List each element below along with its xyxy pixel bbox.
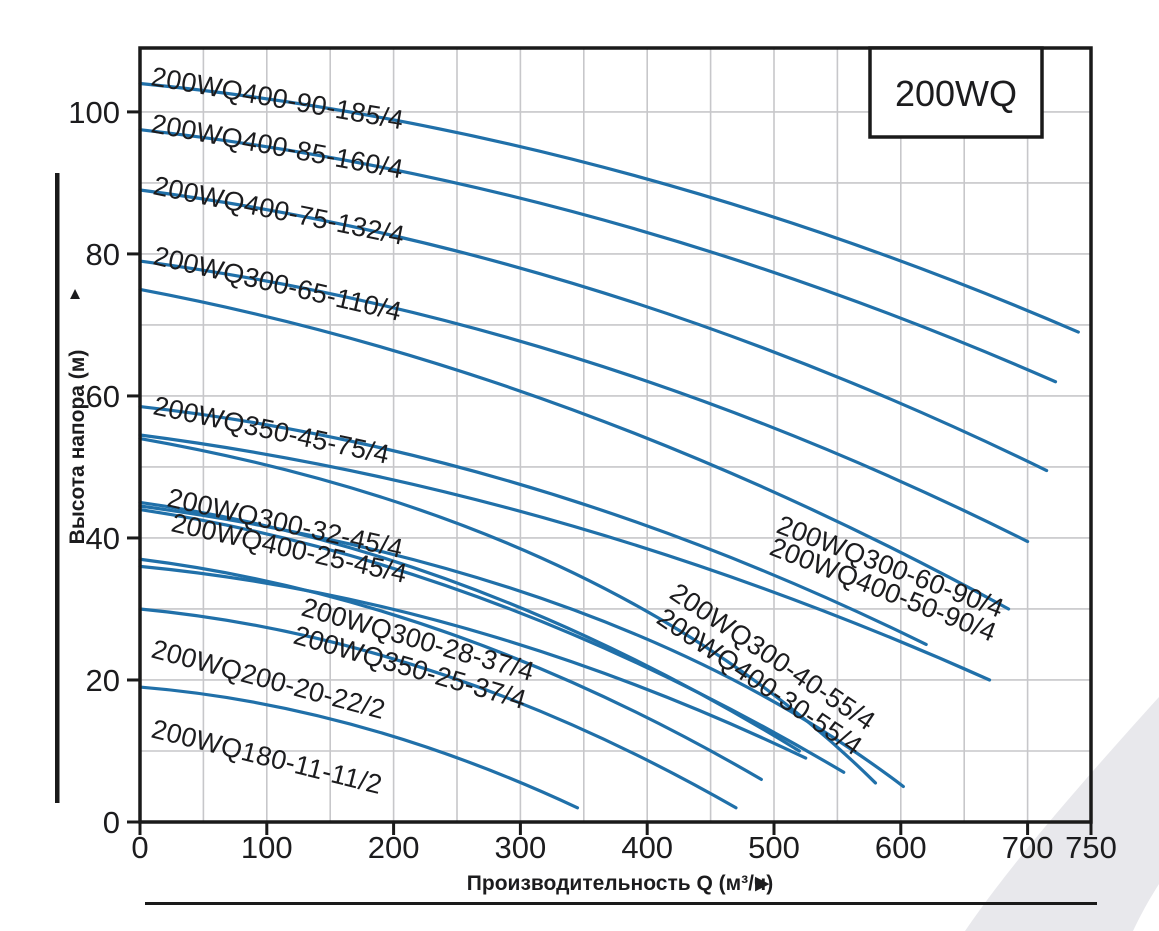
pump-curve bbox=[138, 685, 580, 810]
x-axis-title: Производительность Q (м³/ч) bbox=[467, 872, 773, 895]
x-tick-label: 100 bbox=[241, 830, 293, 865]
pump-curve bbox=[138, 188, 1049, 473]
y-axis-arrow-icon: ▲ bbox=[67, 284, 84, 303]
y-axis-title: Высота напора (м) bbox=[66, 350, 89, 545]
x-tick-label: 200 bbox=[368, 830, 420, 865]
legend-box bbox=[868, 46, 1044, 139]
x-axis-arrow-icon: ▶ bbox=[755, 873, 770, 894]
pump-curve bbox=[138, 607, 738, 810]
curve-labels: 200WQ400-90-185/4200WQ400-85-160/4200WQ4… bbox=[148, 61, 1008, 800]
axis-ticks bbox=[127, 110, 1093, 835]
pump-curve bbox=[138, 564, 808, 760]
legend-label: 200WQ bbox=[895, 73, 1017, 114]
plot-border bbox=[138, 46, 1093, 824]
pump-curve bbox=[138, 557, 763, 781]
pump-curve bbox=[138, 507, 846, 774]
x-tick-label: 750 bbox=[1065, 830, 1117, 865]
pump-curve bbox=[138, 433, 992, 682]
x-tick-label: 0 bbox=[131, 830, 148, 865]
y-tick-label: 60 bbox=[86, 379, 120, 414]
pump-curve bbox=[138, 128, 1058, 384]
corner-swoosh-decoration bbox=[965, 697, 1159, 931]
pump-curve bbox=[138, 436, 878, 785]
axis-tick-labels: 0 100 200 300 400 500 600 700 750 0 20 40 60 80 100 bbox=[68, 95, 1117, 865]
pump-curve bbox=[138, 404, 928, 647]
pump-curve bbox=[138, 259, 1030, 544]
x-tick-label: 400 bbox=[621, 830, 673, 865]
y-tick-label: 100 bbox=[68, 95, 120, 130]
bottom-decorative-rule bbox=[145, 902, 1097, 905]
y-tick-label: 20 bbox=[86, 663, 120, 698]
x-tick-label: 600 bbox=[875, 830, 927, 865]
pump-curve bbox=[138, 287, 1011, 611]
pump-curves bbox=[138, 81, 1080, 810]
pump-curve bbox=[138, 81, 1080, 334]
curve-label: 200WQ350-45-75/4 bbox=[151, 391, 392, 470]
pump-curve bbox=[138, 504, 905, 789]
x-tick-label: 700 bbox=[1002, 830, 1054, 865]
x-tick-label: 300 bbox=[495, 830, 547, 865]
y-tick-label: 80 bbox=[86, 237, 120, 272]
y-tick-label: 40 bbox=[86, 521, 120, 556]
left-decorative-bar bbox=[55, 173, 60, 803]
x-tick-label: 500 bbox=[748, 830, 800, 865]
y-tick-label: 0 bbox=[103, 805, 120, 840]
